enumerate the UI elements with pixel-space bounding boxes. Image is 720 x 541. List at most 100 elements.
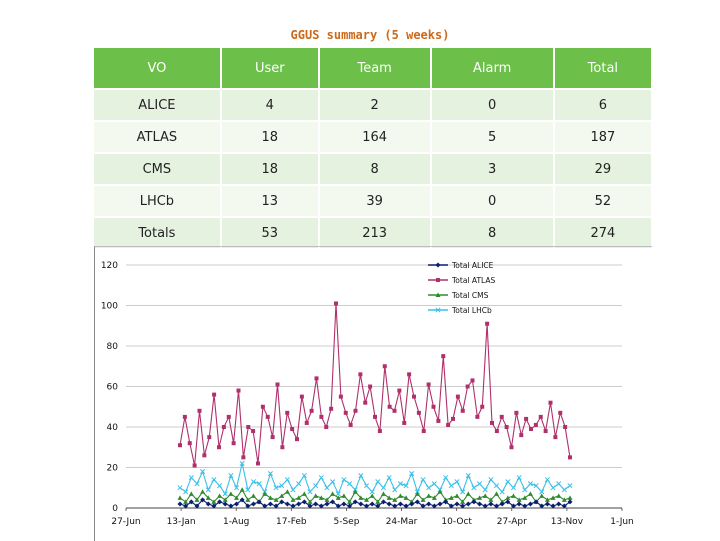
data-point <box>426 493 432 498</box>
data-point <box>558 410 563 415</box>
table-cell: 274 <box>553 216 651 248</box>
data-point <box>273 485 279 491</box>
data-point <box>539 493 545 498</box>
data-point <box>188 499 194 505</box>
data-point <box>533 422 538 427</box>
data-point <box>431 404 436 409</box>
data-point <box>510 503 516 509</box>
data-point <box>256 499 262 505</box>
data-point <box>460 503 466 509</box>
data-point <box>313 493 319 498</box>
data-point <box>241 455 246 460</box>
data-point <box>348 422 353 427</box>
data-point <box>567 499 573 505</box>
data-point <box>222 497 228 502</box>
data-point <box>527 501 533 507</box>
data-point <box>202 453 207 458</box>
data-point <box>188 491 194 496</box>
data-point <box>364 497 370 502</box>
data-point <box>250 493 256 498</box>
data-point <box>228 473 234 479</box>
table-cell: 3 <box>430 152 555 185</box>
data-point <box>561 503 567 509</box>
table-row-totals: Totals 53 213 8 274 <box>94 216 651 248</box>
data-point <box>421 429 426 434</box>
data-point <box>426 501 432 507</box>
header-user: User <box>220 48 320 89</box>
data-point <box>454 493 460 498</box>
data-point <box>358 372 363 377</box>
data-point <box>275 382 280 387</box>
data-point <box>290 487 296 493</box>
series-line-total-lhcb <box>179 463 571 496</box>
data-point <box>443 475 449 481</box>
table-cell: CMS <box>94 152 222 185</box>
data-point <box>409 471 415 477</box>
data-point <box>299 394 304 399</box>
data-point <box>187 441 192 446</box>
data-point <box>280 445 285 450</box>
data-point <box>217 483 223 489</box>
data-point <box>318 475 324 481</box>
data-point <box>207 435 212 440</box>
data-point <box>307 499 313 504</box>
data-point <box>527 491 533 496</box>
data-point <box>402 420 407 425</box>
data-point <box>352 489 358 494</box>
data-point <box>567 483 573 489</box>
data-point <box>226 414 231 419</box>
x-tick-label: 5-Sep <box>333 517 359 527</box>
data-point <box>239 460 245 467</box>
data-point <box>341 501 347 507</box>
data-point <box>341 493 347 498</box>
data-point <box>330 499 336 505</box>
data-point <box>446 422 451 427</box>
table-row: CMS 18 8 3 29 <box>94 152 651 185</box>
legend-marker <box>436 278 440 282</box>
data-point <box>222 501 228 507</box>
data-point <box>460 489 466 495</box>
data-point <box>338 394 343 399</box>
data-point <box>556 481 562 487</box>
data-point <box>318 495 324 500</box>
data-point <box>296 495 302 500</box>
data-point <box>482 493 488 498</box>
table-cell: 39 <box>318 184 432 217</box>
data-point <box>550 495 556 500</box>
y-tick-label: 20 <box>107 464 119 474</box>
data-point <box>494 503 500 509</box>
data-point <box>538 414 543 419</box>
data-point <box>414 499 420 505</box>
data-point <box>319 414 324 419</box>
data-point <box>475 414 480 419</box>
data-point <box>364 503 370 509</box>
table-cell: 5 <box>430 120 555 153</box>
x-tick-label: 27-Apr <box>497 517 527 527</box>
y-tick-label: 80 <box>107 342 119 352</box>
data-point <box>301 491 307 496</box>
table-cell: Totals <box>94 216 222 248</box>
data-point <box>290 503 296 509</box>
data-point <box>212 392 217 397</box>
data-point <box>347 503 353 509</box>
data-point <box>313 483 319 489</box>
table-cell: 2 <box>318 88 432 121</box>
summary-table: VO User Team Alarm Total ALICE 4 2 0 6 A… <box>94 48 651 248</box>
data-point <box>510 493 516 498</box>
table-cell: 0 <box>430 88 555 121</box>
data-point <box>522 495 528 500</box>
data-point <box>568 455 572 460</box>
data-point <box>420 503 426 509</box>
data-point <box>550 503 556 509</box>
data-point <box>539 503 545 509</box>
table-cell: 29 <box>553 152 651 185</box>
x-tick-label: 10-Oct <box>441 517 472 527</box>
data-point <box>279 493 285 498</box>
data-point <box>343 410 348 415</box>
data-point <box>561 497 567 502</box>
data-point <box>485 321 490 326</box>
data-point <box>279 483 285 489</box>
data-point <box>470 378 475 383</box>
x-tick-label: 27-Jun <box>111 517 140 527</box>
